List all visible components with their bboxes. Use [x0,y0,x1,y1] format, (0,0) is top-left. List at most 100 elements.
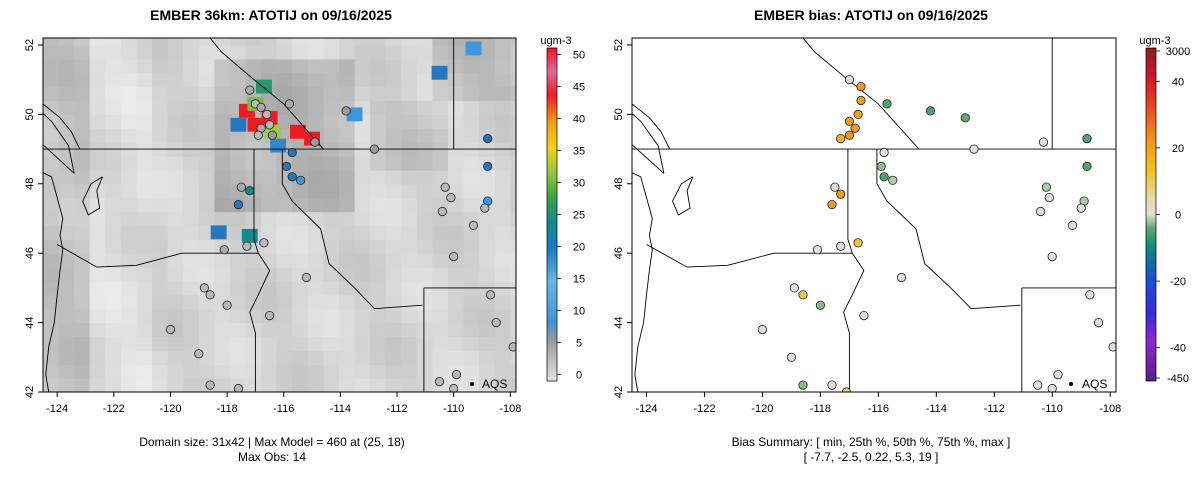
heatmap-cell [432,295,448,310]
station-marker [450,384,458,392]
heatmap-cell [510,225,526,240]
heatmap-cell [59,212,75,227]
heatmap-cell [230,323,246,338]
heatmap-cell [121,337,137,352]
heatmap-cell [214,128,230,143]
heatmap-cell [292,281,308,296]
heatmap-cell [214,350,230,365]
heatmap-cell [168,239,184,254]
station-marker [484,134,492,142]
heatmap-cell [464,364,480,379]
heatmap-cell [355,128,371,143]
heatmap-cell [417,198,433,213]
y-tick-label: 48 [24,178,36,190]
heatmap-cell [168,114,184,128]
heatmap-cell [183,281,199,296]
y-tick-label: 46 [613,247,625,259]
heatmap-cell [308,170,324,185]
heatmap-cell [105,253,121,268]
heatmap-cell [370,170,386,185]
heatmap-cell [152,198,168,213]
x-tick-label: -110 [1042,403,1063,415]
heatmap-cell [214,184,230,199]
heatmap-cell [168,87,184,102]
heatmap-cell [74,128,90,143]
heatmap-cell [401,114,417,128]
heatmap-cell [230,267,246,282]
heatmap-cell [105,337,121,352]
heatmap-cell [417,170,433,185]
heatmap-cell [43,253,59,268]
station-marker [469,221,477,229]
heatmap-cell [308,73,324,88]
station-marker [257,103,265,111]
heatmap-cell [152,350,168,365]
heatmap-cell [199,156,215,171]
heatmap-cell [152,267,168,282]
heatmap-cell [59,281,75,296]
heatmap-cell [370,87,386,102]
heatmap-cell [277,267,293,282]
heatmap-cell [277,184,293,199]
heatmap-cell [246,295,262,310]
heatmap-cell [386,156,402,171]
heatmap-cell [355,337,371,352]
heatmap-cell [495,114,511,128]
heatmap-cell [214,267,230,282]
heatmap-cell [121,170,137,185]
heatmap-cell [355,378,371,393]
heatmap-cell [323,267,339,282]
x-tick-label: -112 [984,403,1005,415]
heatmap-cell [105,114,121,128]
heatmap-cell [355,184,371,199]
heatmap-cell [137,309,153,324]
heatmap-cell [183,184,199,199]
x-tick-label: -112 [386,403,407,415]
heatmap-cell [386,87,402,102]
heatmap-cell [230,73,246,88]
heatmap-cell [339,309,355,324]
heatmap-cell [355,364,371,379]
heatmap-cell [339,281,355,296]
station-marker [816,301,824,309]
heatmap-cell [386,59,402,74]
heatmap-cell [152,59,168,74]
heatmap-cell [292,73,308,88]
heatmap-cell [386,253,402,268]
station-marker [1048,384,1056,392]
heatmap-cell [277,295,293,310]
heatmap-cell [105,156,121,171]
heatmap-cell [183,45,199,60]
heatmap-cell [183,198,199,213]
heatmap-cell [448,101,464,116]
heatmap-cell [417,309,433,324]
heatmap-cell [417,225,433,240]
heatmap-cell [417,295,433,310]
heatmap-cell [152,45,168,60]
heatmap-cell [401,323,417,338]
station-marker [435,377,443,385]
heatmap-cell [168,364,184,379]
heatmap-cell [401,364,417,379]
heatmap-cell [432,253,448,268]
station-marker [246,86,254,94]
colorbar-tick-label: 5 [576,338,582,350]
heatmap-cell [277,45,293,60]
heatmap-cell [168,267,184,282]
station-marker [220,246,228,254]
heatmap-cell [74,378,90,393]
heatmap-cell [183,378,199,393]
station-marker [813,246,821,254]
heatmap-cell [152,309,168,324]
heatmap-cell [74,281,90,296]
heatmap-cell [401,128,417,143]
heatmap-cell [105,73,121,88]
station-marker [288,148,296,156]
station-marker [342,107,350,115]
heatmap-cell [74,267,90,282]
heatmap-cell [230,364,246,379]
heatmap-cell [152,128,168,143]
heatmap-cell [479,73,495,88]
heatmap-cell [510,170,526,185]
